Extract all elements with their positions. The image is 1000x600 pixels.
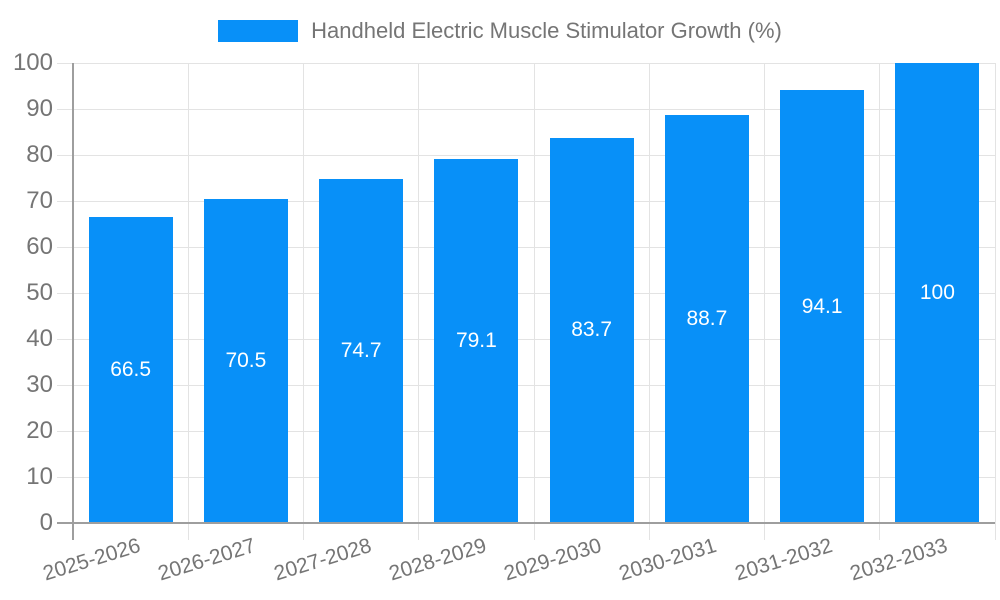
x-axis-tick-label: 2026-2027: [155, 534, 259, 586]
y-axis-line: [72, 63, 74, 540]
legend: Handheld Electric Muscle Stimulator Grow…: [0, 18, 1000, 44]
bar: 83.7: [549, 137, 634, 523]
y-axis-tick-label: 90: [26, 95, 53, 122]
y-axis-tick-label: 20: [26, 417, 53, 444]
y-gridline: [57, 62, 995, 64]
bar: 79.1: [434, 159, 519, 523]
legend-label: Handheld Electric Muscle Stimulator Grow…: [311, 18, 782, 43]
y-axis-tick-label: 0: [39, 509, 53, 536]
x-axis-line: [57, 522, 995, 524]
bar-value-label: 83.7: [571, 318, 613, 342]
bar-value-label: 66.5: [110, 358, 152, 382]
bar-value-label: 74.7: [340, 339, 382, 363]
x-gridline: [303, 63, 304, 540]
y-axis-tick-label: 60: [26, 233, 53, 260]
x-gridline: [187, 63, 189, 540]
x-gridline: [994, 63, 996, 540]
x-axis-tick-label: 2029-2030: [501, 534, 605, 586]
y-axis-tick-label: 30: [26, 371, 53, 398]
y-gridline: [57, 154, 995, 156]
x-gridline: [648, 63, 650, 540]
y-gridline: [57, 384, 995, 386]
bar: 74.7: [319, 179, 404, 523]
y-axis-tick-label: 70: [26, 187, 53, 214]
legend-swatch: [218, 20, 299, 42]
x-axis-tick-label: 2032-2033: [847, 534, 951, 586]
y-gridline: [57, 476, 995, 478]
x-axis-tick-label: 2027-2028: [271, 534, 374, 586]
y-gridline: [57, 338, 995, 340]
y-gridline: [57, 430, 995, 432]
y-axis-tick-label: 80: [26, 141, 53, 168]
bar: 70.5: [203, 198, 288, 523]
bar-value-label: 88.7: [686, 306, 728, 330]
y-gridline: [57, 108, 995, 110]
y-gridline: [57, 246, 995, 248]
y-axis-tick-label: 40: [26, 325, 53, 352]
bar-value-label: 79.1: [455, 329, 497, 353]
bar: 88.7: [664, 114, 749, 523]
x-gridline: [418, 63, 420, 540]
x-axis-tick-label: 2025-2026: [40, 534, 144, 586]
y-gridline: [57, 292, 995, 294]
bar: 66.5: [88, 217, 173, 523]
bar: 100: [895, 63, 980, 523]
x-axis-tick-label: 2028-2029: [386, 534, 490, 586]
bar-value-label: 70.5: [225, 348, 267, 372]
x-gridline: [533, 63, 535, 540]
bar: 94.1: [780, 90, 865, 523]
x-gridline: [764, 63, 765, 540]
y-axis-tick-label: 100: [12, 49, 53, 76]
y-axis-tick-label: 50: [26, 279, 53, 306]
y-gridline: [57, 200, 995, 202]
y-axis-tick-label: 10: [26, 463, 53, 490]
x-axis-tick-label: 2031-2032: [732, 534, 835, 586]
x-axis-tick-label: 2030-2031: [616, 534, 720, 586]
bar-value-label: 100: [919, 281, 955, 304]
x-gridline: [879, 63, 881, 540]
bar-value-label: 94.1: [801, 294, 843, 318]
